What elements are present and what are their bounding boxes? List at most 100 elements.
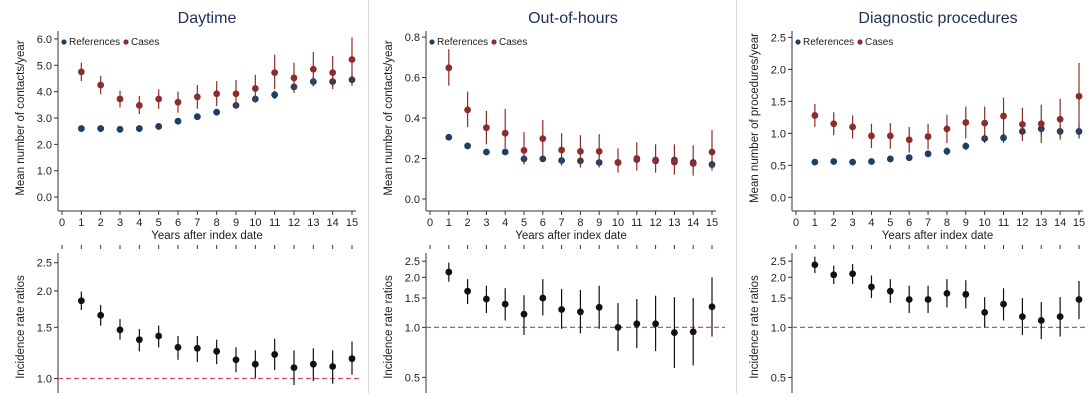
legend-marker-references	[795, 39, 801, 45]
x-tick-label: 8	[944, 217, 950, 229]
x-tick-label: 2	[465, 217, 471, 229]
x-tick-label: 1	[812, 217, 818, 229]
irr-y-tick-label: 1.5	[405, 293, 420, 305]
legend-marker-cases	[123, 39, 129, 45]
x-tick-label: 15	[706, 217, 718, 229]
references-point	[483, 148, 490, 156]
cases-point	[811, 112, 819, 119]
irr-point	[213, 347, 221, 355]
x-tick-label: 0	[793, 217, 799, 229]
y-tick-label: 2.0	[37, 139, 52, 151]
x-tick-label: 7	[559, 217, 565, 229]
cases-point	[1075, 92, 1083, 100]
cases-point	[445, 64, 453, 72]
irr-point	[905, 296, 913, 303]
legend-label-references: References	[69, 37, 120, 48]
legend-label-cases: Cases	[865, 37, 893, 48]
irr-point	[251, 360, 259, 368]
panel-divider	[368, 0, 369, 393]
irr-y-tick-label: 2.5	[405, 256, 420, 268]
cases-point	[558, 146, 565, 154]
cases-point	[981, 119, 989, 127]
panel-title: Diagnostic procedures	[858, 10, 1017, 27]
irr-point	[849, 270, 856, 278]
irr-y-axis-label: Incidence rate ratios	[749, 275, 761, 379]
references-point	[1000, 134, 1007, 142]
y-tick-label: 0.4	[405, 113, 420, 125]
x-tick-label: 12	[288, 217, 300, 229]
cases-point	[271, 69, 279, 77]
references-point	[116, 125, 124, 133]
irr-point	[309, 360, 317, 368]
cases-point	[464, 106, 471, 114]
y-axis-label: Mean number of contacts/year	[15, 40, 27, 195]
cases-point	[708, 148, 716, 156]
references-point	[868, 158, 875, 165]
irr-point	[271, 351, 279, 358]
irr-point	[1075, 296, 1083, 303]
legend-label-cases: Cases	[131, 37, 159, 48]
irr-point	[943, 290, 951, 297]
cases-point	[232, 90, 240, 98]
x-tick-label: 11	[631, 217, 642, 229]
irr-point	[290, 364, 298, 372]
x-tick-label: 12	[649, 217, 661, 229]
irr-point	[97, 311, 105, 319]
y-tick-label: 2.0	[771, 64, 786, 76]
cases-point	[213, 90, 221, 98]
cases-point	[174, 98, 182, 106]
x-tick-label: 0	[59, 217, 65, 229]
irr-plot	[54, 242, 360, 393]
cases-point	[849, 123, 856, 131]
irr-point	[329, 363, 337, 370]
references-point	[849, 158, 856, 166]
cases-point	[348, 56, 356, 63]
references-point	[464, 142, 471, 150]
irr-y-tick-label: 1.0	[37, 374, 52, 386]
y-tick-label: 2.5	[771, 32, 786, 44]
references-point	[1075, 128, 1083, 135]
legend-marker-references	[61, 39, 67, 45]
cases-point	[135, 101, 143, 109]
cases-point	[290, 74, 298, 82]
irr-point	[981, 308, 989, 316]
cases-point	[614, 159, 622, 166]
irr-y-tick-label: 1.5	[37, 322, 52, 334]
irr-point	[135, 336, 143, 344]
irr-point	[962, 290, 970, 298]
irr-point	[520, 310, 528, 318]
x-tick-label: 6	[540, 217, 546, 229]
irr-point	[539, 294, 547, 302]
references-point	[77, 125, 85, 132]
irr-point	[1019, 313, 1026, 321]
x-tick-label: 2	[98, 217, 104, 229]
irr-point	[174, 343, 182, 351]
irr-y-tick-label: 2.5	[771, 256, 786, 268]
cases-point	[501, 129, 509, 137]
x-tick-label: 6	[175, 217, 181, 229]
irr-point	[445, 268, 453, 276]
irr-plot	[788, 242, 1088, 393]
panel-divider	[736, 0, 737, 393]
cases-point	[595, 147, 603, 155]
irr-point	[232, 356, 240, 364]
cases-point	[868, 132, 875, 140]
x-tick-label: 14	[327, 217, 339, 229]
x-axis-label: Years after index date	[515, 230, 626, 242]
x-tick-label: 5	[156, 217, 162, 229]
panel-title: Out-of-hours	[528, 10, 618, 27]
references-point	[830, 158, 838, 165]
cases-point	[116, 95, 124, 103]
y-tick-label: 1.0	[37, 166, 52, 178]
cases-point	[577, 147, 584, 155]
x-tick-label: 12	[1016, 217, 1028, 229]
x-tick-label: 13	[307, 217, 319, 229]
x-tick-label: 14	[1054, 217, 1066, 229]
irr-point	[501, 300, 509, 308]
cases-point	[830, 120, 838, 128]
irr-point	[464, 287, 471, 295]
irr-point	[77, 297, 85, 305]
cases-point	[309, 65, 317, 73]
irr-point	[830, 271, 838, 279]
